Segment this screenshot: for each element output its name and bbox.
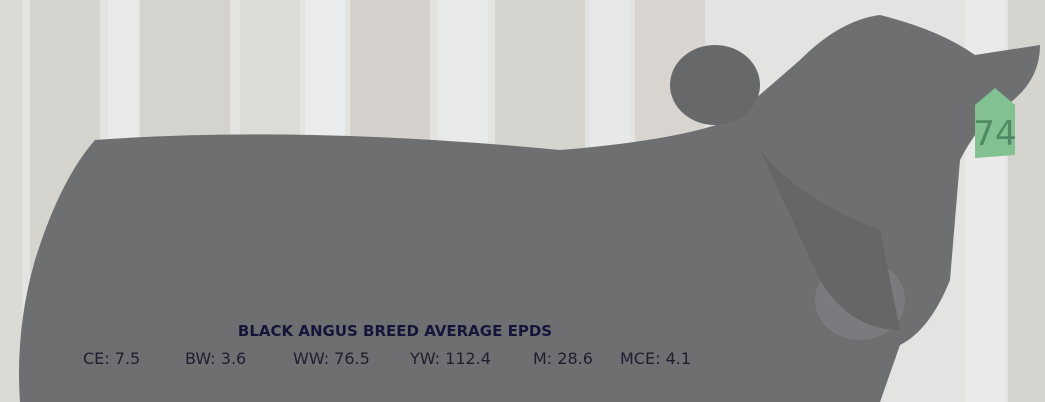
hero-image: 74 BLACK ANGUS BREED AVERAGE EPDS CE: 7.… xyxy=(0,0,1045,402)
epd-value: MCE: 4.1 xyxy=(620,349,691,368)
epd-value: YW: 112.4 xyxy=(409,349,491,368)
epd-value: CE: 7.5 xyxy=(83,349,140,368)
epd-title: BLACK ANGUS BREED AVERAGE EPDS xyxy=(238,322,552,340)
epd-value: BW: 3.6 xyxy=(185,349,246,368)
epd-value: M: 28.6 xyxy=(533,349,593,368)
wash-overlay xyxy=(0,0,1045,402)
epd-value: WW: 76.5 xyxy=(293,349,370,368)
